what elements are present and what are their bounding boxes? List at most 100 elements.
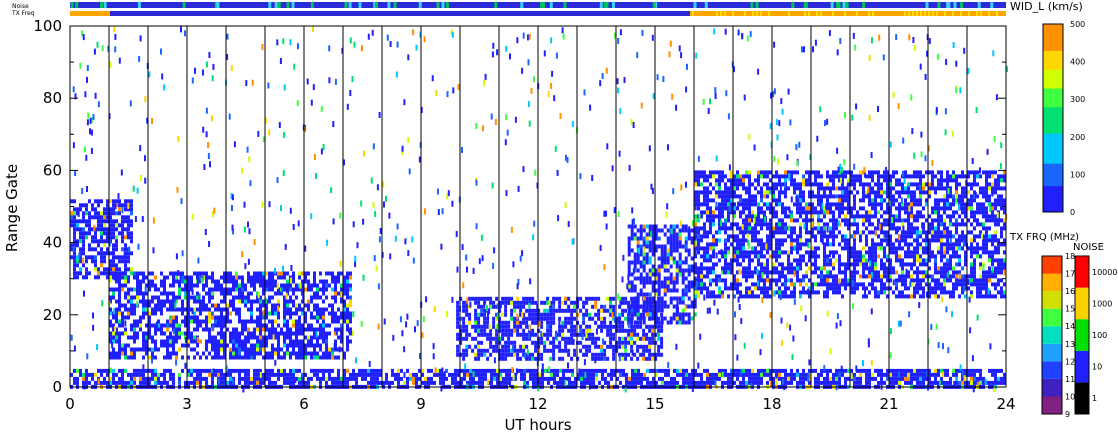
echo-cell [184, 287, 187, 292]
echo-cell [612, 356, 616, 361]
echo-cell [654, 292, 658, 297]
echo-cell [127, 311, 130, 316]
echo-cell [919, 376, 922, 381]
echo-cell [226, 307, 229, 312]
echo-cell [766, 274, 769, 279]
echo-cell [513, 308, 517, 313]
echo-cell [838, 214, 841, 219]
echo-cell [235, 335, 238, 340]
echo-cell [657, 228, 661, 233]
echo-cell [196, 368, 199, 373]
echo-cell [121, 255, 124, 260]
echo-cell [610, 376, 613, 381]
echo-cell [787, 380, 790, 385]
echo-cell [595, 376, 598, 381]
echo-cell [498, 328, 502, 333]
echo-cell [739, 194, 742, 199]
echo-cell [79, 239, 82, 244]
echo-cell [802, 254, 805, 259]
echo-cell [184, 323, 187, 328]
echo-cell [346, 315, 349, 320]
echo-cell [739, 294, 742, 299]
echo-cell [748, 254, 751, 259]
echo-cell [487, 368, 490, 373]
echo-cell [325, 323, 328, 328]
echo-cell [835, 278, 838, 283]
echo-cell [82, 227, 85, 232]
echo-cell [718, 250, 721, 255]
echo-cell [859, 178, 862, 183]
echo-cell [103, 267, 106, 272]
echo-cell [325, 376, 328, 381]
noise-strip-mark [373, 2, 377, 8]
echo-cell [546, 300, 550, 305]
echo-cell [481, 368, 484, 373]
echo-cell [561, 348, 565, 353]
echo-cell [301, 287, 304, 292]
echo-cell [799, 238, 802, 243]
echo-cell [127, 207, 130, 212]
echo-cell [630, 304, 634, 309]
echo-cell [682, 380, 685, 385]
echo-cell [247, 372, 250, 377]
echo-cell [456, 336, 460, 341]
echo-cell [654, 228, 658, 233]
echo-cell [519, 300, 523, 305]
echo-cell [880, 380, 883, 385]
echo-cell [112, 347, 115, 352]
echo-cell [382, 380, 385, 385]
echo-cell [651, 280, 655, 285]
noise-strip-mark [358, 2, 362, 8]
echo-cell [612, 304, 616, 309]
echo-cell [630, 236, 634, 241]
echo-cell [235, 327, 238, 332]
echo-cell [850, 182, 853, 187]
echo-cell [202, 327, 205, 332]
echo-cell [814, 178, 817, 183]
echo-cell [136, 291, 139, 296]
echo-cell [748, 182, 751, 187]
echo-cell [115, 355, 118, 360]
echo-cell [585, 324, 589, 329]
echo-cell [523, 372, 526, 377]
echo-cell [733, 190, 736, 195]
echo-cell [112, 255, 115, 260]
echo-cell [660, 280, 664, 285]
echo-cell [648, 296, 652, 301]
echo-cell [666, 304, 670, 309]
echo-cell [670, 380, 673, 385]
echo-cell [838, 376, 841, 381]
echo-cell [301, 380, 304, 385]
echo-cell [808, 376, 811, 381]
echo-cell [459, 296, 463, 301]
echo-cell [700, 270, 703, 275]
echo-cell [118, 351, 121, 356]
echo-cell [591, 332, 595, 337]
echo-cell [660, 244, 664, 249]
echo-cell [651, 304, 655, 309]
echo-cell [636, 332, 640, 337]
echo-cell [690, 280, 694, 285]
noise-strip-mark [445, 2, 449, 8]
echo-cell [148, 331, 151, 336]
echo-cell [697, 238, 700, 243]
echo-cell [127, 291, 130, 296]
echo-cell [478, 380, 481, 385]
echo-cell [250, 311, 253, 316]
echo-cell [552, 308, 556, 313]
echo-cell [286, 271, 289, 276]
echo-cell [799, 230, 802, 235]
echo-cell [178, 307, 181, 312]
echo-cell [853, 380, 856, 385]
echo-cell [238, 315, 241, 320]
echo-cell [148, 319, 151, 324]
echo-cell [937, 372, 940, 377]
echo-cell [133, 376, 136, 381]
txfreq-strip-mark [968, 11, 970, 16]
echo-cell [187, 323, 190, 328]
echo-cell [727, 218, 730, 223]
echo-cell [721, 202, 724, 207]
echo-cell [838, 258, 841, 263]
echo-cell [808, 206, 811, 211]
echo-cell [775, 266, 778, 271]
